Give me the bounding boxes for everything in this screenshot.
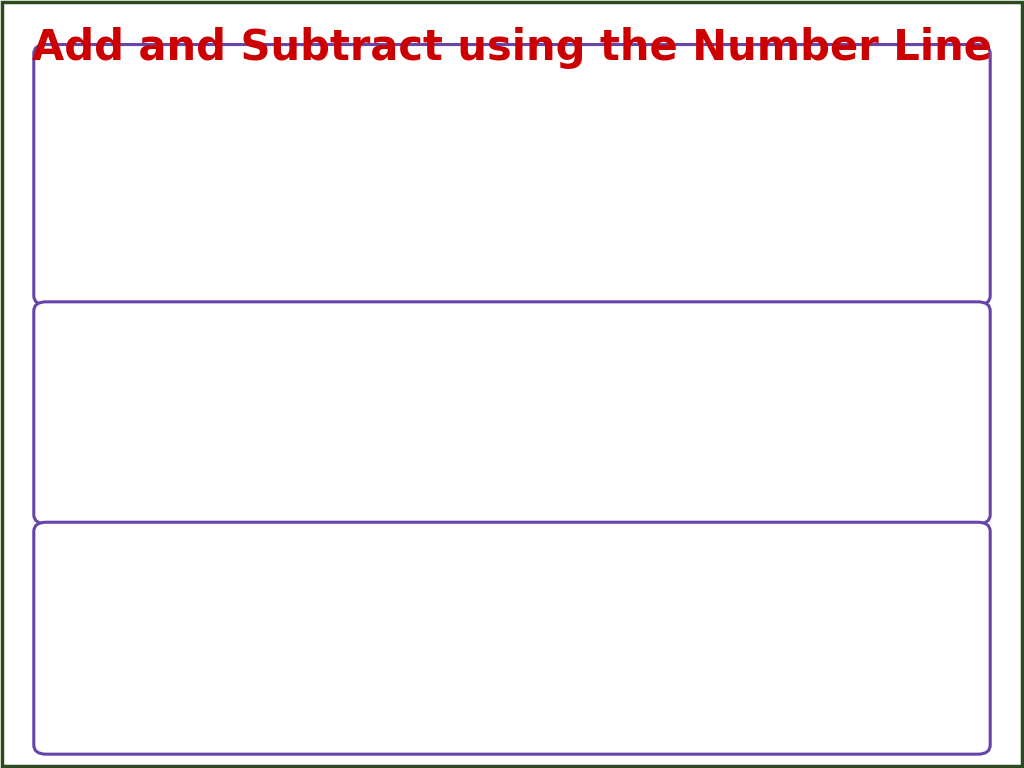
Text: 2: 2 [538, 717, 548, 731]
Text: 1: 1 [441, 487, 451, 502]
Text: 3: 3 [600, 717, 609, 731]
Text: 2: 2 [609, 260, 620, 276]
Text: 0: 0 [375, 487, 384, 502]
Text: −5: −5 [99, 717, 122, 731]
Text: 6: 6 [784, 717, 795, 731]
Text: −3: −3 [223, 717, 246, 731]
Text: −7: −7 [142, 260, 165, 276]
Text: 1 + 4 = 5: 1 + 4 = 5 [524, 358, 646, 382]
Text: 5: 5 [706, 487, 716, 502]
Text: Add and Subtract using the Number Line: Add and Subtract using the Number Line [32, 27, 992, 69]
Text: 8: 8 [905, 487, 914, 502]
Text: To add, move right: To add, move right [634, 61, 841, 81]
Text: −1: −1 [302, 487, 325, 502]
Text: 0: 0 [507, 260, 517, 276]
Text: −3: −3 [347, 260, 370, 276]
Text: To subtract, move left: To subtract, move left [166, 61, 408, 81]
Text: 8: 8 [908, 717, 918, 731]
Text: 7: 7 [865, 260, 876, 276]
Text: −4: −4 [162, 717, 183, 731]
Polygon shape [164, 97, 435, 170]
Text: 6: 6 [814, 260, 824, 276]
Text: −2: −2 [398, 260, 421, 276]
Text: 4: 4 [640, 487, 649, 502]
Text: −2: −2 [285, 717, 307, 731]
Text: −1: −1 [346, 717, 369, 731]
Text: 5: 5 [723, 717, 733, 731]
Text: 2: 2 [507, 487, 517, 502]
Text: −1: −1 [450, 260, 472, 276]
Text: −6: −6 [194, 260, 216, 276]
Text: 8: 8 [916, 260, 927, 276]
Polygon shape [614, 97, 870, 170]
Text: 3: 3 [660, 260, 671, 276]
Text: 6: 6 [772, 487, 782, 502]
Text: 0: 0 [415, 717, 424, 731]
Text: −5: −5 [245, 260, 267, 276]
Text: −4: −4 [296, 260, 318, 276]
Text: 1: 1 [476, 717, 486, 731]
Text: 5: 5 [763, 260, 773, 276]
Text: −8: −8 [91, 260, 114, 276]
Text: 1: 1 [558, 260, 568, 276]
Text: 4: 4 [712, 260, 722, 276]
Text: 7: 7 [847, 717, 856, 731]
Polygon shape [296, 543, 530, 573]
Text: 3: 3 [573, 487, 583, 502]
Text: 4: 4 [662, 717, 671, 731]
Text: −2: −2 [236, 487, 258, 502]
Text: −4: −4 [103, 487, 126, 502]
Text: 2 - 4 = -2: 2 - 4 = -2 [352, 580, 474, 604]
Text: −3: −3 [169, 487, 191, 502]
Polygon shape [459, 322, 711, 350]
Text: 7: 7 [839, 487, 848, 502]
